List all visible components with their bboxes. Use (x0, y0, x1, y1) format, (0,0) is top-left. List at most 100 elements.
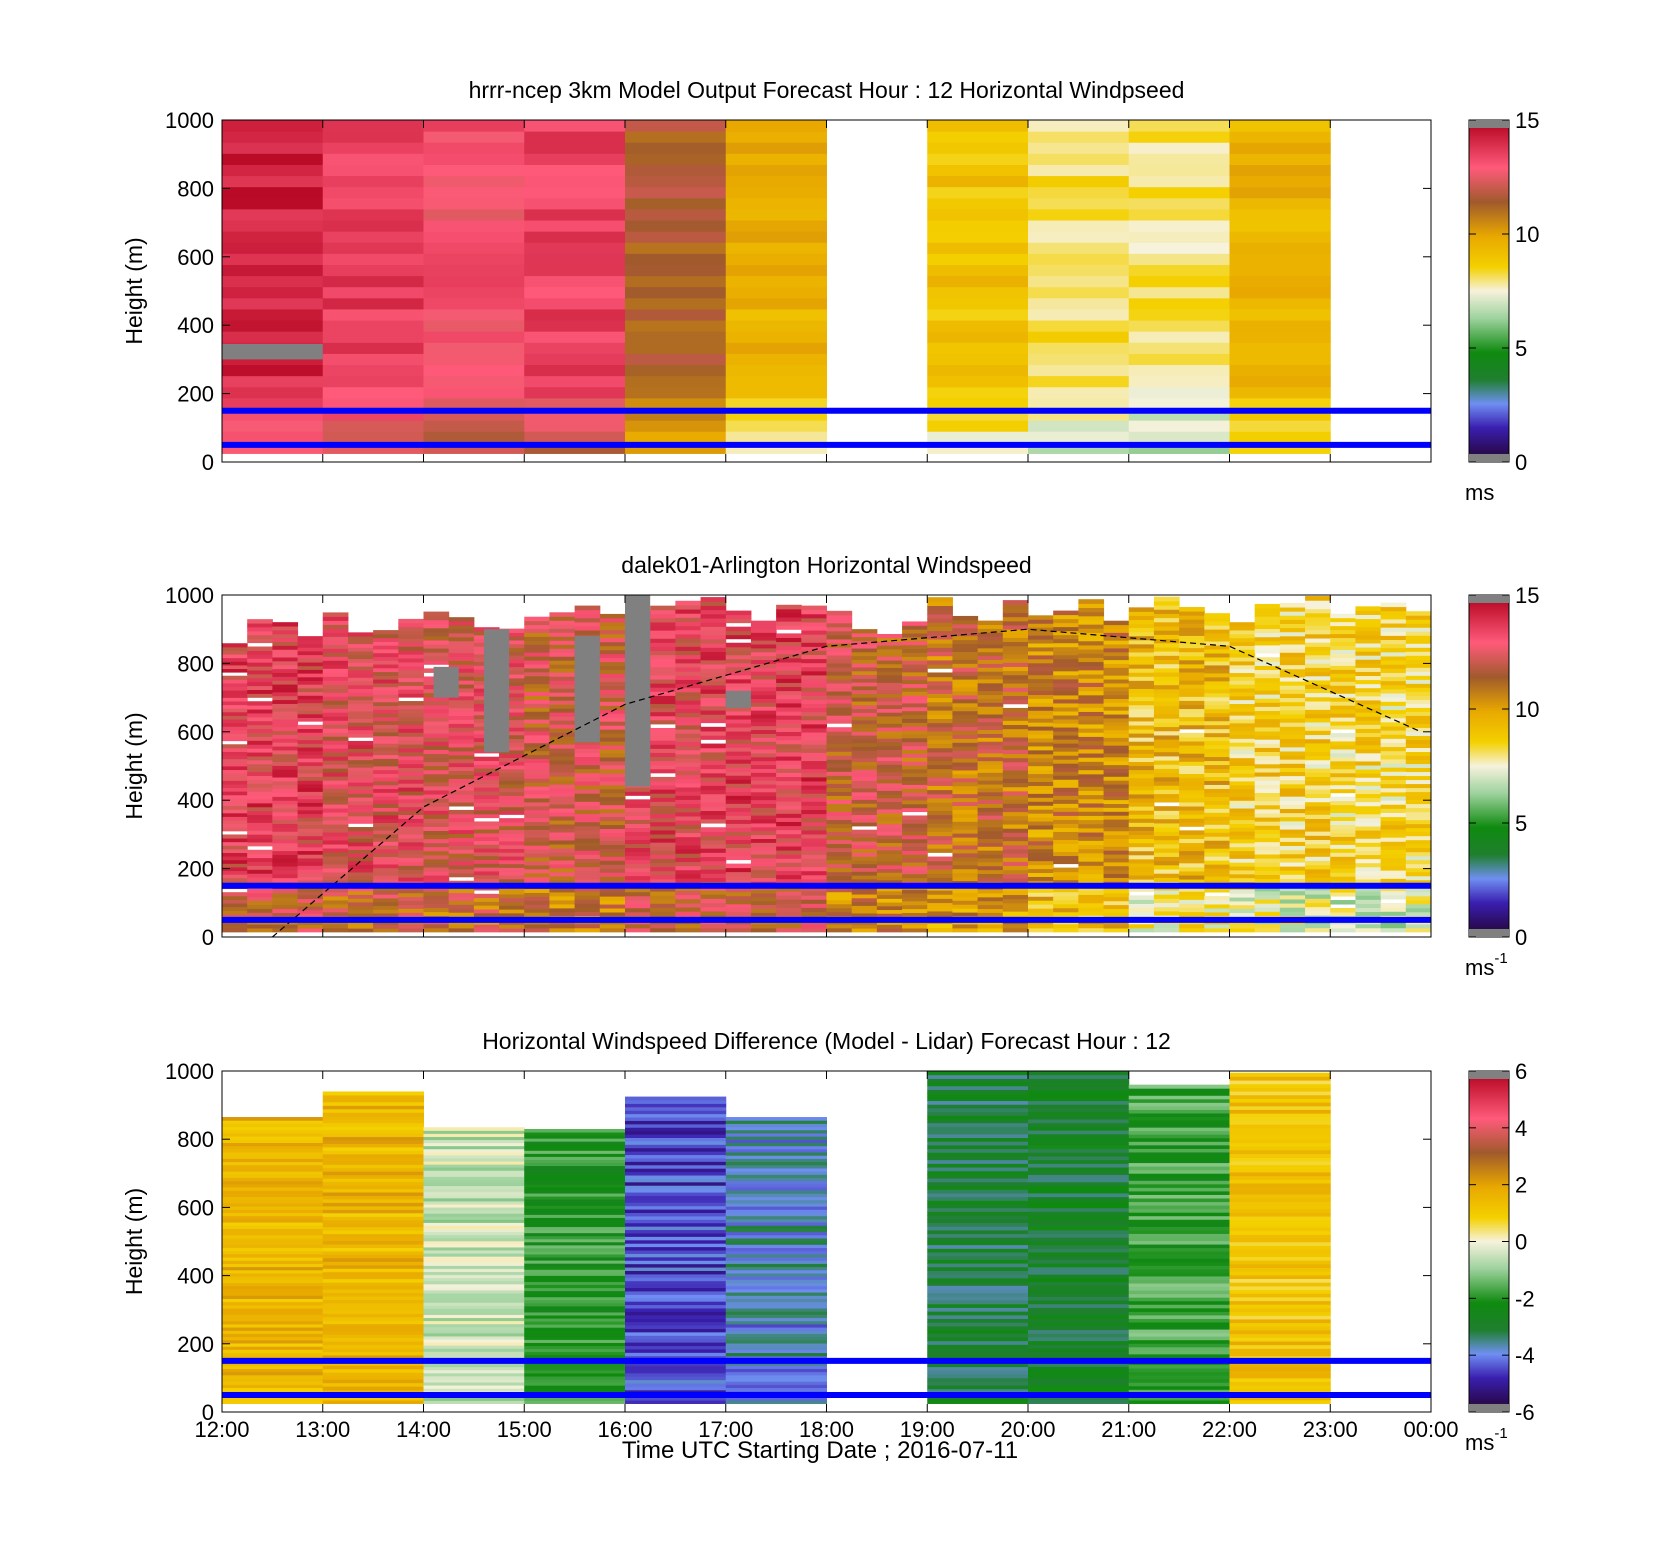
heatmap-cell (398, 888, 424, 894)
heatmap-cell (423, 175, 525, 188)
heatmap-cell (373, 811, 399, 816)
heatmap-cell (1078, 682, 1105, 688)
heatmap-cell (1053, 803, 1079, 808)
heatmap-cell (801, 866, 827, 872)
heatmap-cell (725, 891, 752, 897)
heatmap-cell (876, 663, 903, 668)
heatmap-cell (448, 841, 475, 846)
heatmap-cell (322, 1153, 424, 1158)
heatmap-cell (549, 656, 576, 661)
heatmap-cell (448, 845, 475, 850)
heatmap-cell (1078, 698, 1105, 704)
heatmap-cell (876, 648, 903, 654)
heatmap-cell (876, 831, 903, 836)
heatmap-cell (725, 907, 752, 913)
heatmap-cell (826, 843, 853, 849)
heatmap-cell (574, 899, 601, 904)
heatmap-cell (851, 685, 878, 691)
heatmap-cell (1078, 778, 1105, 783)
heatmap-cell (222, 1174, 324, 1179)
heatmap-cell (322, 903, 349, 909)
heatmap-cell (448, 809, 475, 815)
heatmap-cell (625, 875, 651, 881)
heatmap-cell (222, 1314, 324, 1319)
heatmap-cell (700, 835, 727, 841)
heatmap-cell (423, 386, 525, 399)
heatmap-cell (373, 686, 399, 691)
heatmap-cell (1078, 836, 1105, 841)
heatmap-cell (725, 1311, 827, 1315)
heatmap-cell (952, 781, 979, 787)
heatmap-cell (1002, 716, 1029, 721)
heatmap-cell (826, 687, 853, 692)
heatmap-cell (222, 1295, 324, 1299)
heatmap-cell (1229, 164, 1331, 177)
heatmap-cell (1204, 637, 1230, 642)
heatmap-cell (499, 867, 525, 872)
heatmap-cell (1254, 780, 1281, 785)
heatmap-cell (549, 812, 576, 817)
heatmap-cell (851, 738, 878, 744)
heatmap-cell (499, 655, 525, 660)
heatmap-cell (876, 652, 903, 657)
heatmap-cell (725, 1241, 827, 1245)
heatmap-cell (247, 775, 273, 780)
heatmap-cell (322, 1344, 424, 1349)
heatmap-cell (927, 743, 953, 749)
heatmap-cell (423, 858, 450, 864)
heatmap-cell (1028, 662, 1054, 668)
heatmap-cell (1103, 717, 1130, 723)
heatmap-cell (222, 253, 324, 265)
heatmap-cell (1254, 603, 1281, 609)
heatmap-cell (247, 771, 273, 777)
heatmap-cell (750, 900, 777, 906)
heatmap-cell (1028, 1152, 1130, 1157)
heatmap-cell (1028, 1119, 1130, 1124)
heatmap-cell (625, 286, 727, 299)
heatmap-cell (1279, 615, 1306, 620)
heatmap-cell (1204, 652, 1230, 658)
heatmap-cell (423, 615, 450, 621)
heatmap-cell (423, 875, 450, 880)
heatmap-cell (1078, 669, 1105, 675)
y-tick-label: 600 (177, 245, 214, 270)
heatmap-cell (398, 810, 424, 816)
heatmap-cell (1103, 869, 1130, 875)
heatmap-cell (322, 871, 349, 877)
heatmap-cell (826, 771, 853, 776)
heatmap-cell (650, 785, 676, 790)
heatmap-cell (1103, 679, 1130, 684)
heatmap-cell (373, 860, 399, 865)
heatmap-cell (952, 769, 979, 775)
heatmap-cell (247, 791, 273, 796)
heatmap-cell (247, 896, 273, 902)
heatmap-cell (1254, 817, 1281, 822)
heatmap-cell (297, 695, 324, 700)
heatmap-cell (1355, 716, 1382, 721)
heatmap-cell (1028, 1266, 1130, 1271)
heatmap-cell (448, 746, 475, 752)
heatmap-cell (1254, 640, 1281, 646)
heatmap-cell (574, 887, 601, 892)
heatmap-cell (625, 120, 727, 132)
heatmap-cell (549, 640, 576, 645)
heatmap-cell (1028, 678, 1054, 684)
heatmap-cell (902, 753, 928, 758)
heatmap-cell (247, 857, 273, 863)
heatmap-cell (1229, 353, 1331, 366)
heatmap-cell (549, 851, 576, 857)
heatmap-cell (750, 667, 777, 672)
heatmap-cell (524, 742, 550, 748)
heatmap-cell (876, 794, 903, 799)
heatmap-cell (725, 759, 752, 764)
heatmap-cell (625, 1348, 727, 1353)
heatmap-cell (423, 1354, 525, 1358)
heatmap-cell (801, 874, 827, 880)
heatmap-cell (222, 1368, 324, 1373)
heatmap-cell (625, 1250, 727, 1254)
heatmap-cell (625, 353, 727, 366)
heatmap-cell (1179, 801, 1205, 807)
heatmap-cell (625, 1243, 727, 1248)
heatmap-cell (222, 1381, 324, 1385)
heatmap-cell (549, 808, 576, 813)
